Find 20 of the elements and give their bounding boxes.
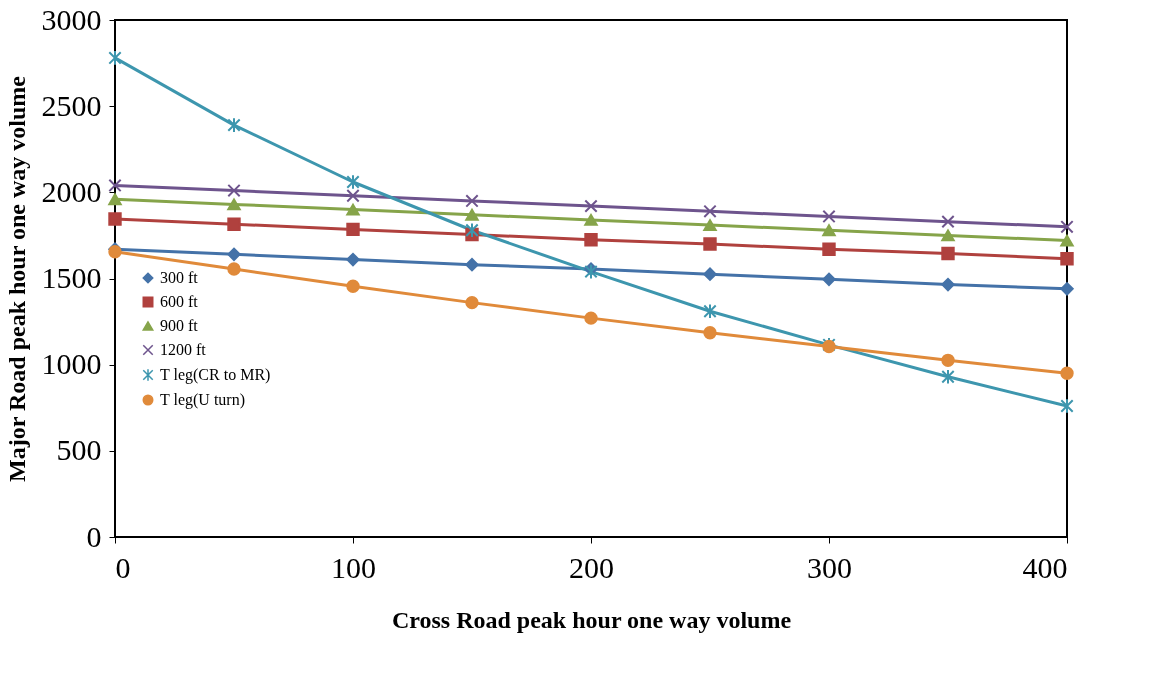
y-tick-label: 1500 [41,261,102,294]
x-tick-label: 400 [1022,550,1068,584]
y-tick-label: 2000 [41,174,102,208]
y-tick-label: 1000 [41,347,102,381]
x-tick-label: 200 [569,550,614,584]
y-tick-label: 2500 [41,88,102,122]
x-tick-label: 100 [331,550,376,584]
legend-label: 900 ft [160,317,199,334]
legend-label: T leg(CR to MR) [160,366,271,384]
x-tick-label: 0 [115,550,131,584]
x-tick-label: 300 [807,550,852,584]
legend-label: 1200 ft [160,341,207,358]
y-tick-label: 0 [86,519,102,553]
y-axis-title: Major Road peak hour one way volume [3,75,30,482]
legend-label: T leg(U turn) [160,391,246,409]
legend-label: 600 ft [160,293,199,310]
x-axis-title: Cross Road peak hour one way volume [391,606,792,633]
legend-label: 300 ft [160,269,199,286]
y-tick-label: 500 [56,433,102,467]
y-tick-label: 3000 [41,2,102,36]
